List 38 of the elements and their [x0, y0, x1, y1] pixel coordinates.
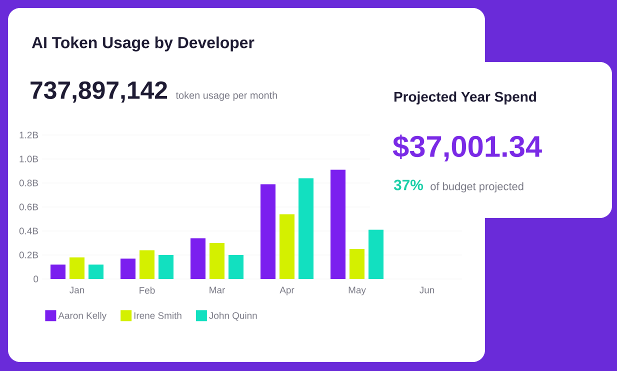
annotation: of budget projected [430, 182, 524, 192]
x-tick-label: Apr [280, 286, 294, 296]
y-tick-label: 0.4B [19, 228, 38, 234]
bar [50, 264, 66, 279]
bar [210, 243, 225, 279]
y-tick-label: 1.2B [20, 132, 38, 138]
annotation: $37,001.34 [392, 134, 542, 162]
bar [88, 264, 104, 279]
chart-subtitle: 737,897,142 [30, 81, 168, 103]
text: Projected Year Spend [394, 91, 536, 104]
y-tick-label: 0.8B [19, 180, 38, 186]
legend-label: Irene Smith [134, 312, 182, 319]
bar [190, 238, 206, 279]
x-tick-label: Jun [420, 286, 434, 294]
bar [120, 258, 136, 279]
bar [330, 170, 346, 279]
bar [368, 230, 384, 279]
bar [158, 255, 174, 279]
bar [140, 250, 155, 279]
y-tick-label: 0 [34, 276, 38, 282]
bar [298, 178, 314, 279]
x-tick-label: Feb [140, 286, 155, 294]
legend-label: Aaron Kelly [58, 312, 107, 321]
bar [70, 257, 85, 279]
annotation: 37% [394, 180, 424, 190]
chart-title: AI Token Usage by Developer [32, 36, 254, 52]
x-tick-label: Jan [70, 286, 84, 294]
y-tick-label: 0.6B [19, 204, 38, 210]
x-tick-label: Mar [210, 286, 226, 294]
legend-label: John Quinn [209, 312, 257, 321]
y-tick-label: 0.2B [19, 252, 38, 258]
bar [350, 249, 365, 279]
bar [260, 184, 276, 279]
bar [228, 255, 244, 279]
bar [280, 214, 295, 279]
text: token usage per month [176, 92, 277, 101]
y-tick-label: 1.0B [20, 156, 38, 162]
x-tick-label: May [348, 286, 366, 296]
